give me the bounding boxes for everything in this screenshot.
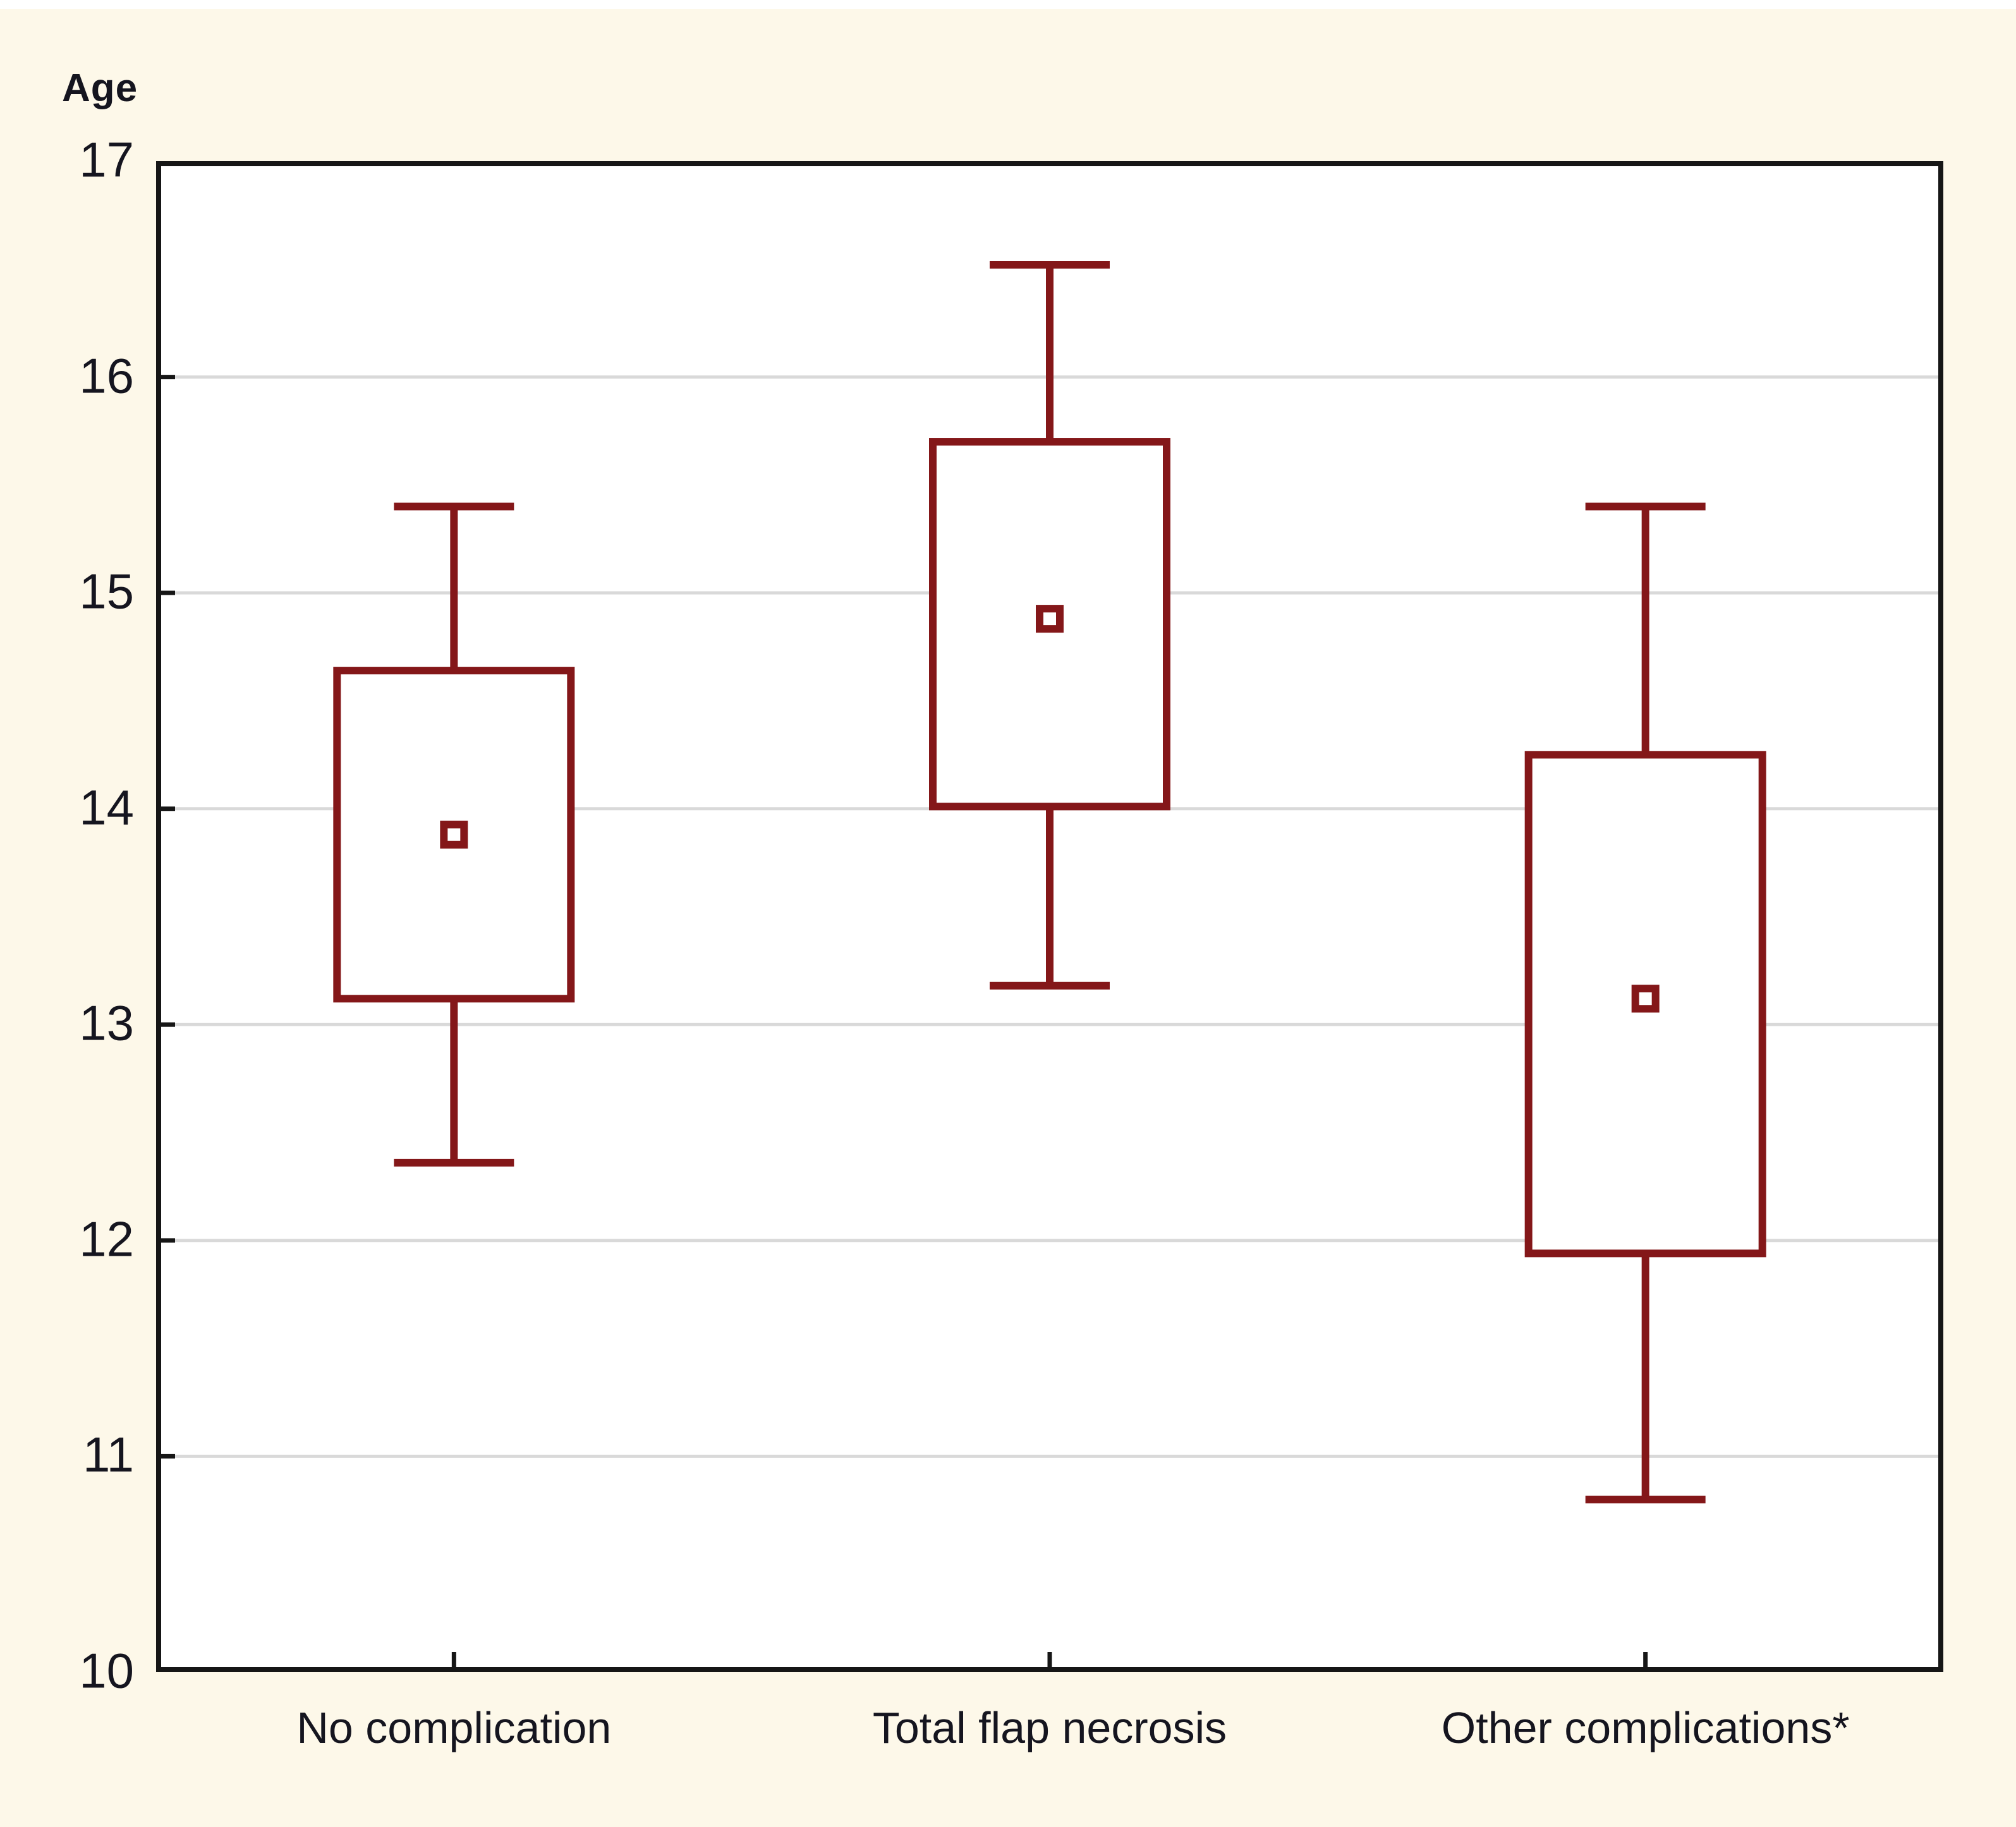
y-tick-label-15: 15 (79, 563, 134, 619)
x-category-label-no-complication: No complication (296, 1703, 612, 1752)
y-axis-title: Age (62, 66, 138, 110)
x-category-label-total-flap-necrosis: Total flap necrosis (872, 1703, 1227, 1752)
y-tick-label-13: 13 (79, 995, 134, 1051)
y-tick-label-10: 10 (79, 1642, 134, 1699)
plot-area (156, 161, 1943, 1672)
y-tick-label-16: 16 (79, 348, 134, 404)
mean-marker-total-flap-necrosis (1036, 605, 1064, 633)
y-tick-label-11: 11 (83, 1427, 134, 1483)
y-tick-label-14: 14 (79, 779, 134, 835)
x-category-label-other-complications: Other complications* (1441, 1703, 1850, 1752)
top-white-strip (0, 0, 2016, 9)
y-tick-label-17: 17 (79, 131, 134, 188)
y-axis-tick-labels: 17 16 15 14 13 12 11 10 (0, 0, 134, 1827)
mean-marker-other-complications (1631, 985, 1660, 1013)
y-tick-label-12: 12 (79, 1211, 134, 1267)
mean-marker-no-complication (440, 820, 468, 849)
